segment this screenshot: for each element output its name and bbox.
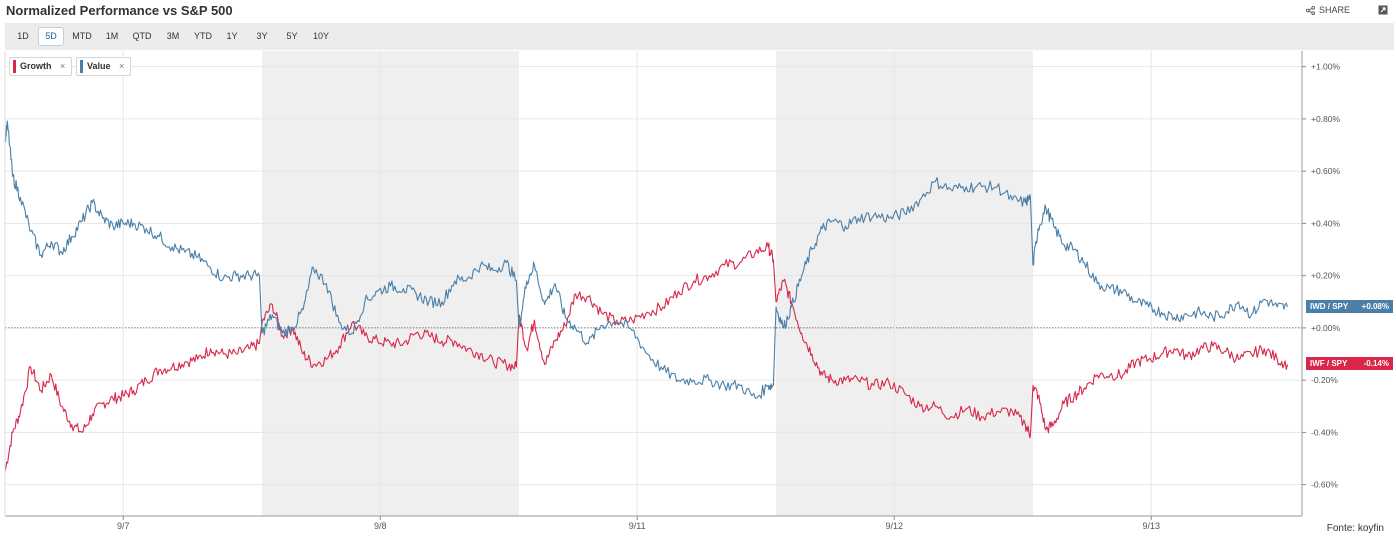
share-label: SHARE: [1318, 5, 1350, 15]
y-tick-label: +0.00%: [1311, 323, 1341, 333]
share-icon: [1305, 5, 1315, 15]
x-tick-label: 9/8: [374, 521, 387, 531]
value-tag-ticker: IWD / SPY: [1310, 302, 1349, 311]
legend-growth-swatch: [13, 60, 16, 73]
range-5d[interactable]: 5D: [38, 27, 64, 46]
chart-title: Normalized Performance vs S&P 500: [6, 3, 233, 18]
range-ytd[interactable]: YTD: [194, 31, 212, 41]
y-tick-label: +0.80%: [1311, 114, 1341, 124]
y-tick-label: +0.20%: [1311, 271, 1341, 281]
range-toolbar: 1D 5D MTD 1M QTD 3M YTD 1Y 3Y 5Y 10Y: [5, 23, 1394, 50]
series-line-growth: [4, 241, 1288, 472]
legend-value-label: Value: [87, 61, 111, 71]
legend-growth-label: Growth: [20, 61, 52, 71]
growth-tag-ticker: IWF / SPY: [1310, 359, 1348, 369]
value-last-tag: IWD / SPY +0.08%: [1306, 300, 1393, 313]
source-label: Fonte: koyfin: [1326, 523, 1384, 534]
y-tick-label: -0.40%: [1311, 427, 1338, 437]
range-10y[interactable]: 10Y: [312, 31, 329, 41]
growth-tag-value: -0.14%: [1363, 359, 1389, 369]
legend-value-swatch: [80, 60, 83, 73]
growth-last-tag: IWF / SPY -0.14%: [1306, 357, 1393, 371]
x-tick-label: 9/11: [629, 521, 646, 531]
y-tick-label: +0.60%: [1311, 166, 1341, 176]
non-session-band: [776, 51, 1033, 516]
non-session-band: [262, 51, 519, 516]
legend-growth[interactable]: Growth ×: [9, 57, 73, 76]
range-1y[interactable]: 1Y: [226, 31, 238, 41]
y-tick-label: +0.40%: [1311, 218, 1341, 228]
y-tick-label: +1.00%: [1311, 62, 1341, 72]
range-1d[interactable]: 1D: [17, 31, 29, 41]
range-qtd[interactable]: QTD: [132, 31, 152, 41]
remove-growth-icon[interactable]: ×: [60, 61, 66, 71]
range-1m[interactable]: 1M: [105, 31, 119, 41]
range-5y[interactable]: 5Y: [286, 31, 298, 41]
y-tick-label: -0.20%: [1311, 375, 1338, 385]
range-3m[interactable]: 3M: [166, 31, 180, 41]
range-3y[interactable]: 3Y: [256, 31, 268, 41]
value-tag-value: +0.08%: [1361, 302, 1389, 311]
x-tick-label: 9/7: [117, 521, 130, 531]
legend-value[interactable]: Value ×: [76, 57, 132, 76]
range-mtd[interactable]: MTD: [72, 31, 92, 41]
y-tick-label: -0.60%: [1311, 480, 1338, 490]
x-tick-label: 9/12: [885, 521, 903, 531]
share-button[interactable]: SHARE: [1305, 5, 1350, 15]
remove-value-icon[interactable]: ×: [119, 61, 125, 71]
series-line-value: [4, 120, 1288, 399]
x-tick-label: 9/13: [1142, 521, 1160, 531]
expand-icon[interactable]: [1378, 5, 1388, 15]
